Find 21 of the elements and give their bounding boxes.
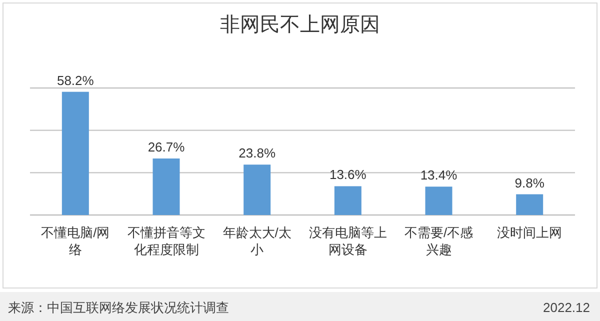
data-label: 13.6%: [329, 167, 367, 182]
bar: [334, 186, 362, 215]
data-label: 26.7%: [148, 139, 186, 154]
data-label: 58.2%: [56, 72, 94, 88]
bar: [244, 164, 271, 215]
data-label: 13.4%: [420, 168, 458, 183]
bar: [62, 92, 89, 215]
x-tick-label: 不懂拼音等文化程度限制: [127, 225, 206, 257]
data-label: 23.8%: [238, 146, 276, 161]
text: 2022.12: [543, 300, 590, 315]
chart-title: 非网民不上网原因: [220, 14, 380, 36]
x-tick-label: 年龄太大/太小: [222, 225, 292, 257]
x-tick-label: 没时间上网: [497, 225, 562, 240]
data-label: 9.8%: [514, 175, 545, 190]
bar: [516, 194, 544, 215]
bar: [425, 186, 452, 215]
x-tick-label: 不需要/不感兴趣: [404, 225, 474, 257]
bar: [152, 158, 180, 215]
source-note: 来源：中国互联网络发展状况统计调查: [8, 300, 229, 315]
x-tick-label: 没有电脑等上网设备: [308, 225, 387, 257]
x-tick-label: 不懂电脑/网络: [41, 225, 110, 257]
